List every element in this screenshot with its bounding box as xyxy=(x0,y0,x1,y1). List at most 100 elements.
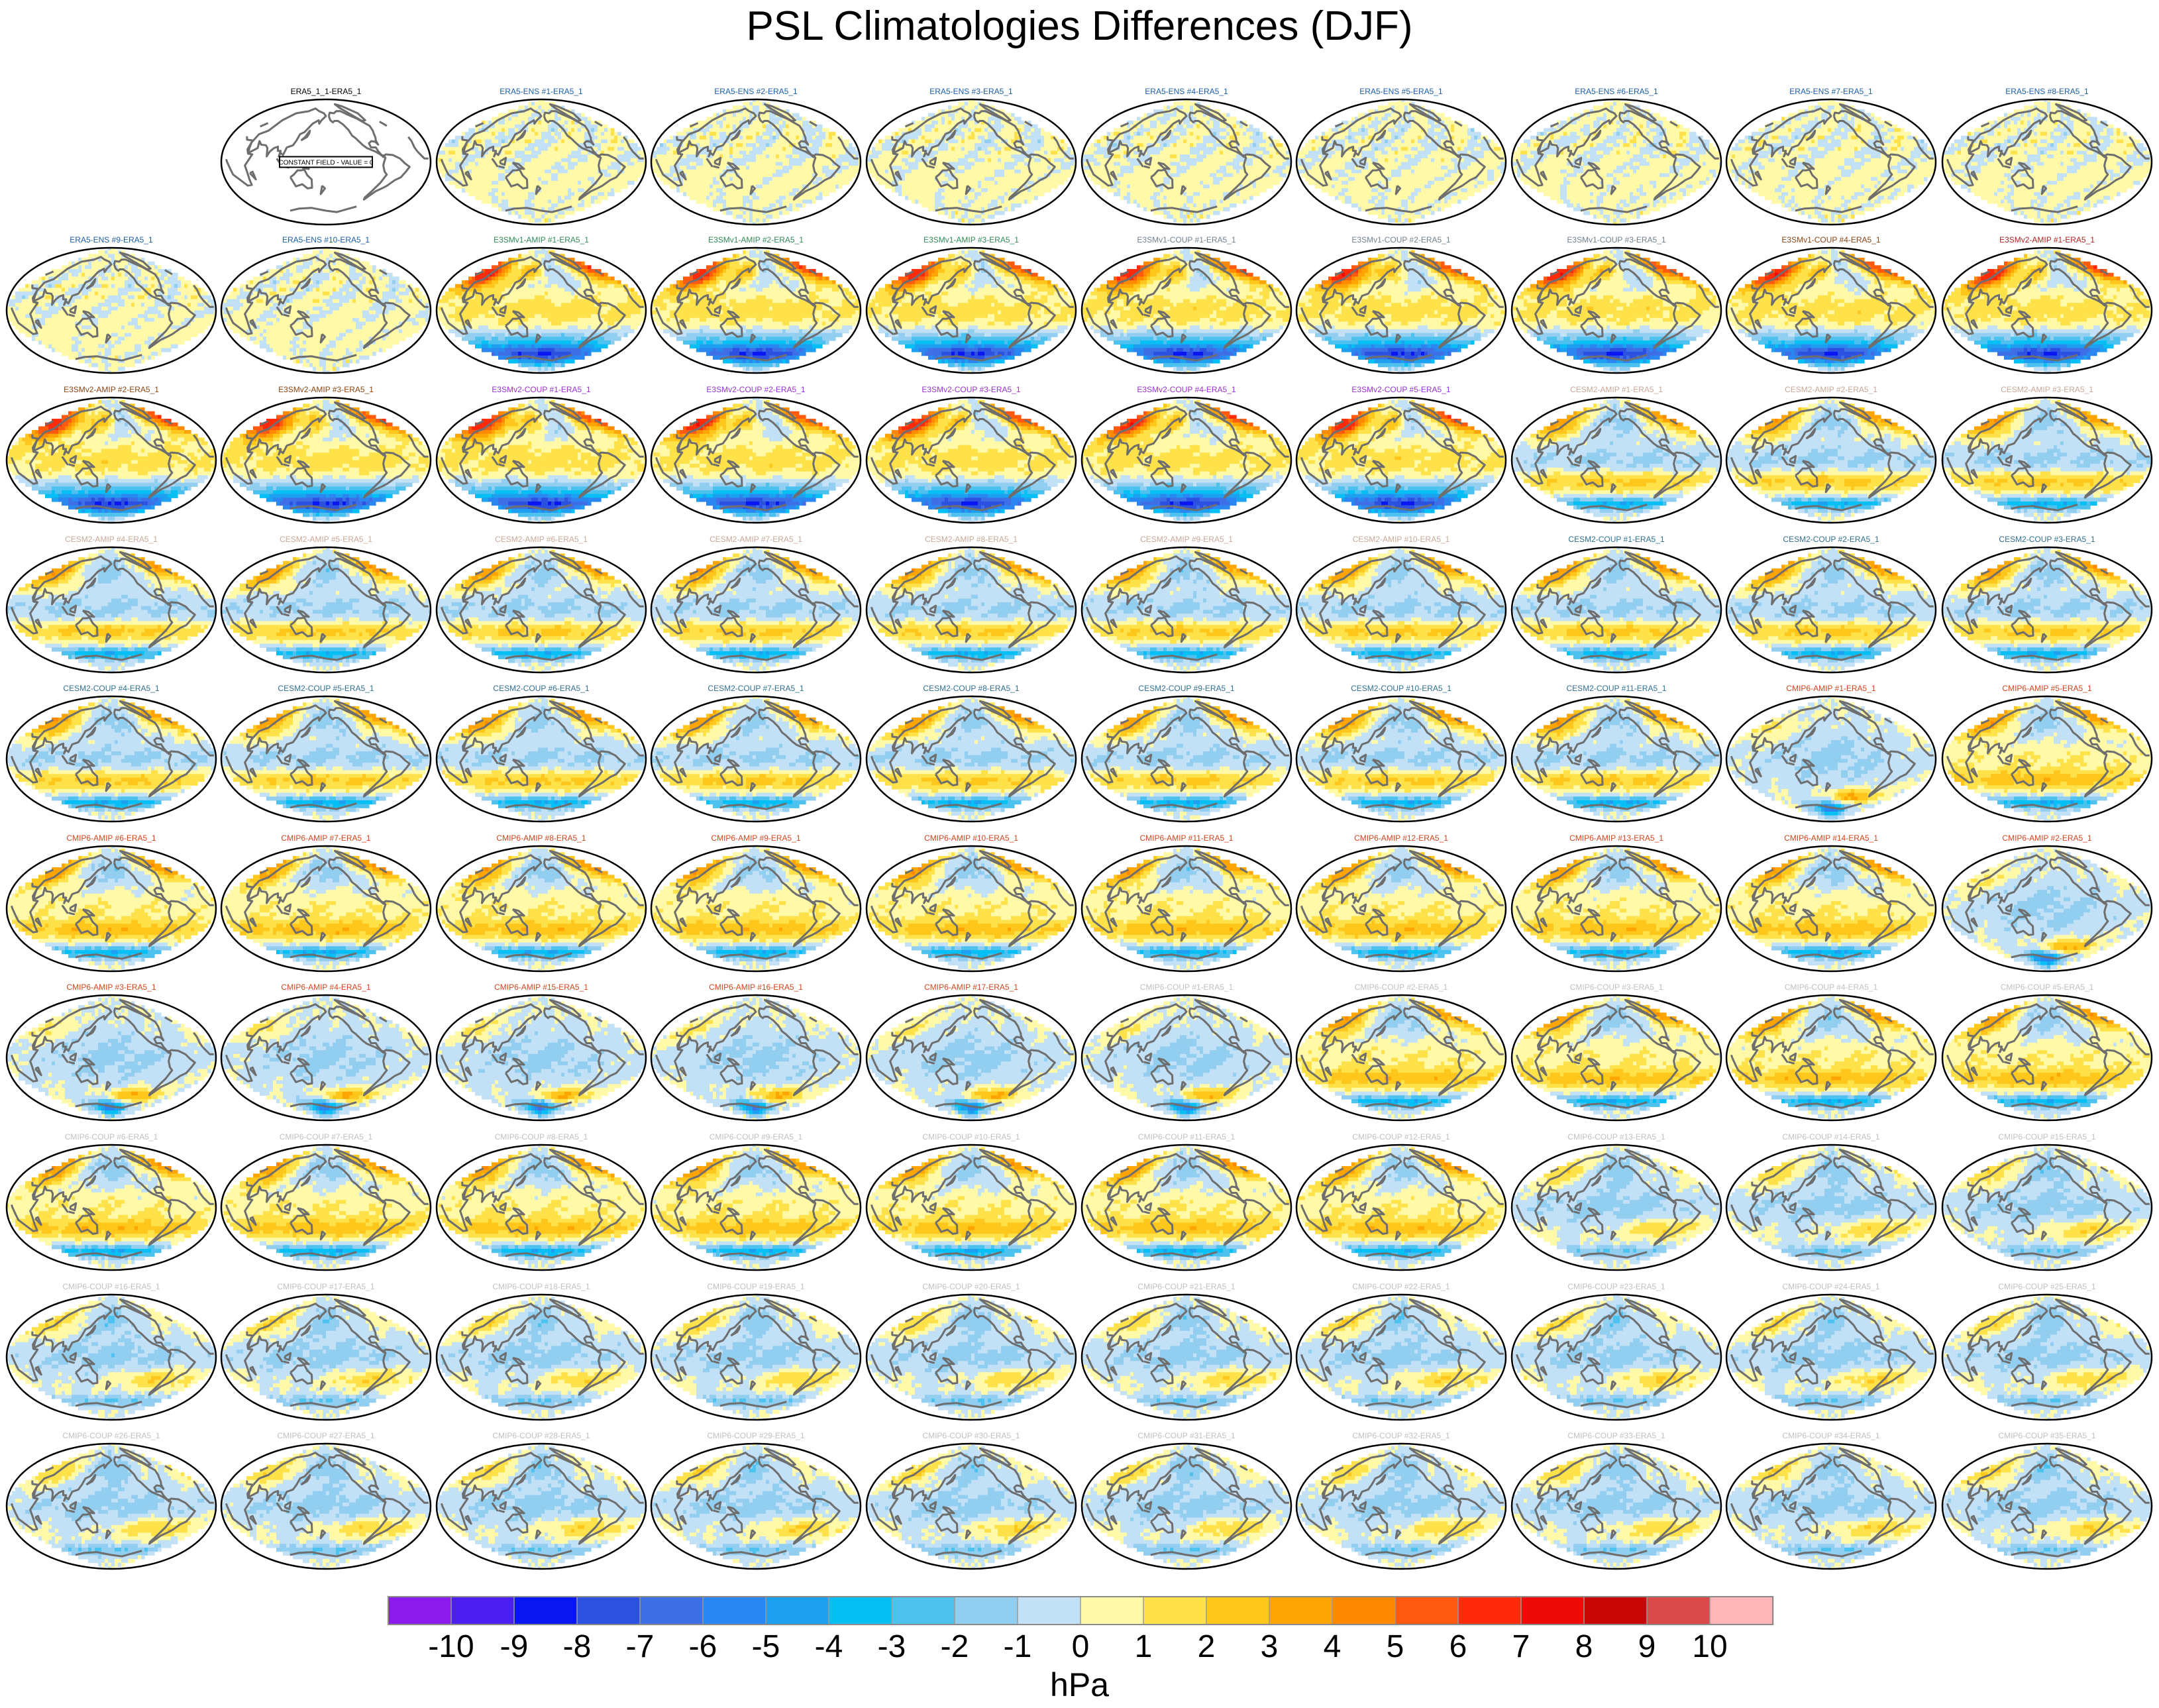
panel-title: CMIP6-AMIP #15-ERA5_1 xyxy=(435,983,647,992)
panel-title: CMIP6-COUP #34-ERA5_1 xyxy=(1725,1431,1937,1440)
colorbar-swatch xyxy=(640,1597,704,1625)
map-panel xyxy=(1510,546,1722,674)
map-panel xyxy=(1295,396,1507,524)
map-panel xyxy=(1941,1144,2153,1271)
map-panel xyxy=(220,1144,432,1271)
colorbar-tick-label: -2 xyxy=(928,1628,981,1665)
colorbar-unit-label: hPa xyxy=(0,1666,2159,1704)
panel-title: CMIP6-COUP #4-ERA5_1 xyxy=(1725,983,1937,992)
colorbar-tick-label: -4 xyxy=(802,1628,855,1665)
map-panel xyxy=(1941,695,2153,823)
colorbar-swatch xyxy=(1458,1597,1522,1625)
map-panel xyxy=(650,98,862,226)
panel-title: CMIP6-COUP #6-ERA5_1 xyxy=(5,1132,217,1142)
map-panel xyxy=(865,546,1077,674)
panel-title: CESM2-COUP #2-ERA5_1 xyxy=(1725,535,1937,544)
panel-title: CESM2-AMIP #6-ERA5_1 xyxy=(435,535,647,544)
map-panel xyxy=(435,98,647,226)
colorbar-tick-label: 8 xyxy=(1557,1628,1610,1665)
panel-title: CMIP6-COUP #12-ERA5_1 xyxy=(1295,1132,1507,1142)
panel-title: ERA5-ENS #3-ERA5_1 xyxy=(865,87,1077,96)
colorbar-tick-label: 6 xyxy=(1432,1628,1485,1665)
map-panel xyxy=(1295,845,1507,973)
panel-title: E3SMv2-COUP #3-ERA5_1 xyxy=(865,385,1077,394)
map-panel xyxy=(435,994,647,1122)
panel-title: E3SMv2-COUP #1-ERA5_1 xyxy=(435,385,647,394)
panel-title: E3SMv2-COUP #5-ERA5_1 xyxy=(1295,385,1507,394)
colorbar-swatch xyxy=(829,1597,892,1625)
panel-title: ERA5-ENS #2-ERA5_1 xyxy=(650,87,862,96)
map-panel xyxy=(1295,546,1507,674)
map-panel xyxy=(1080,695,1292,823)
map-panel xyxy=(1941,98,2153,226)
colorbar-tick-label: 2 xyxy=(1180,1628,1233,1665)
map-panel xyxy=(435,246,647,374)
panel-title: CMIP6-COUP #22-ERA5_1 xyxy=(1295,1282,1507,1291)
map-panel xyxy=(1295,1442,1507,1570)
panel-title: CMIP6-AMIP #6-ERA5_1 xyxy=(5,833,217,843)
map-panel xyxy=(1510,994,1722,1122)
map-panel xyxy=(1080,1144,1292,1271)
panel-title: CMIP6-COUP #17-ERA5_1 xyxy=(220,1282,432,1291)
colorbar-swatch xyxy=(1080,1597,1144,1625)
colorbar-tick-label: 9 xyxy=(1620,1628,1673,1665)
panel-title: CMIP6-COUP #11-ERA5_1 xyxy=(1080,1132,1292,1142)
map-panel xyxy=(865,1144,1077,1271)
map-panel xyxy=(865,1442,1077,1570)
panel-title: CESM2-COUP #5-ERA5_1 xyxy=(220,684,432,693)
map-panel xyxy=(1725,845,1937,973)
panel-title: CMIP6-AMIP #3-ERA5_1 xyxy=(5,983,217,992)
panel-title: CMIP6-COUP #26-ERA5_1 xyxy=(5,1431,217,1440)
map-panel xyxy=(865,396,1077,524)
map-panel xyxy=(1725,246,1937,374)
map-panel xyxy=(1941,546,2153,674)
colorbar-tick-label: -9 xyxy=(488,1628,541,1665)
map-panel xyxy=(220,246,432,374)
map-panel xyxy=(1295,1144,1507,1271)
panel-title: CESM2-COUP #1-ERA5_1 xyxy=(1510,535,1722,544)
map-panel xyxy=(1510,1144,1722,1271)
constant-field-note: CONSTANT FIELD - VALUE = 0 xyxy=(278,160,374,167)
panel-title: CMIP6-COUP #10-ERA5_1 xyxy=(865,1132,1077,1142)
map-panel xyxy=(650,396,862,524)
map-panel xyxy=(1510,695,1722,823)
panel-title: CESM2-COUP #6-ERA5_1 xyxy=(435,684,647,693)
map-panel xyxy=(1080,845,1292,973)
colorbar-swatch xyxy=(1206,1597,1270,1625)
map-panel xyxy=(1295,695,1507,823)
panel-title: CMIP6-COUP #1-ERA5_1 xyxy=(1080,983,1292,992)
map-panel xyxy=(1295,994,1507,1122)
colorbar-swatch xyxy=(1018,1597,1081,1625)
panel-title: CMIP6-AMIP #4-ERA5_1 xyxy=(220,983,432,992)
map-panel xyxy=(865,695,1077,823)
map-panel xyxy=(1080,546,1292,674)
colorbar-tick-label: 5 xyxy=(1369,1628,1422,1665)
panel-title: E3SMv1-COUP #2-ERA5_1 xyxy=(1295,235,1507,244)
colorbar-swatch xyxy=(1395,1597,1459,1625)
map-panel xyxy=(5,845,217,973)
panel-title: ERA5-ENS #7-ERA5_1 xyxy=(1725,87,1937,96)
panel-title: ERA5-ENS #1-ERA5_1 xyxy=(435,87,647,96)
colorbar-tick-label: 1 xyxy=(1117,1628,1170,1665)
panel-title: CMIP6-AMIP #13-ERA5_1 xyxy=(1510,833,1722,843)
panel-title: ERA5-ENS #9-ERA5_1 xyxy=(5,235,217,244)
map-panel xyxy=(865,994,1077,1122)
map-panel xyxy=(1941,1293,2153,1421)
map-panel xyxy=(435,1293,647,1421)
colorbar-swatch xyxy=(1647,1597,1711,1625)
colorbar-swatch xyxy=(1269,1597,1333,1625)
panel-title: CMIP6-COUP #32-ERA5_1 xyxy=(1295,1431,1507,1440)
map-panel xyxy=(435,695,647,823)
map-panel xyxy=(1941,246,2153,374)
colorbar-swatch xyxy=(892,1597,955,1625)
map-panel xyxy=(220,396,432,524)
panel-title: ERA5-ENS #4-ERA5_1 xyxy=(1080,87,1292,96)
panel-title: CMIP6-AMIP #16-ERA5_1 xyxy=(650,983,862,992)
map-panel xyxy=(650,845,862,973)
panel-title: ERA5-ENS #10-ERA5_1 xyxy=(220,235,432,244)
panel-title: CMIP6-COUP #5-ERA5_1 xyxy=(1941,983,2153,992)
panel-title: CESM2-AMIP #2-ERA5_1 xyxy=(1725,385,1937,394)
panel-title: CESM2-COUP #3-ERA5_1 xyxy=(1941,535,2153,544)
panel-title: CMIP6-COUP #15-ERA5_1 xyxy=(1941,1132,2153,1142)
map-panel xyxy=(5,994,217,1122)
